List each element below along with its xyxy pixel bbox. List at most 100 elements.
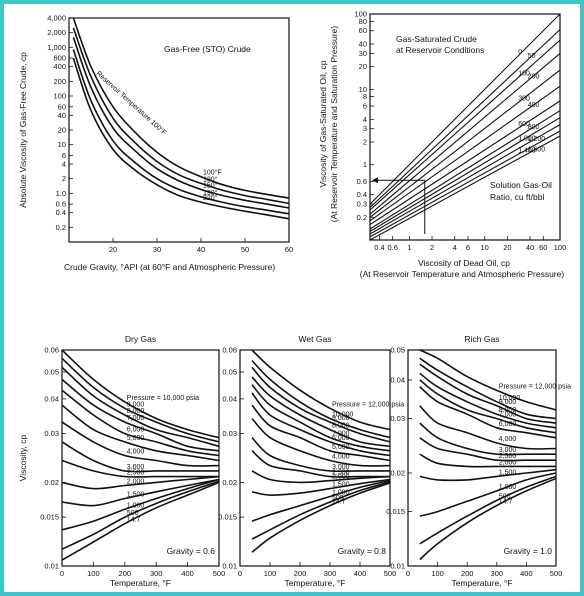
- livecrude-xtick-label: 4: [453, 243, 457, 252]
- wetgas-series-line: [251, 384, 391, 452]
- livecrude-xtick-label: 60: [539, 243, 547, 252]
- drygas-series-line: [61, 478, 220, 507]
- drygas-ytick-label: 0.015: [40, 513, 59, 522]
- wetgas-series-line: [251, 479, 391, 522]
- richgas-series-line: [419, 372, 557, 429]
- drygas-series-label: 2,000: [127, 478, 145, 485]
- wetgas-series-line: [251, 417, 391, 467]
- wetgas-series-line: [251, 404, 391, 462]
- drygas-annotation: Gravity = 0.6: [167, 546, 216, 556]
- drygas-series-line: [61, 404, 220, 462]
- wetgas-series-label: 5,000: [332, 444, 350, 451]
- richgas-series-line: [419, 437, 556, 462]
- richgas-series-label: 9,000: [499, 399, 517, 406]
- livecrude-xtick-label: 1: [407, 243, 411, 252]
- deadoil-series-line: [72, 57, 290, 220]
- livecrude-series-label: 600: [518, 121, 530, 128]
- drygas-series-label: 4,000: [127, 449, 145, 456]
- wetgas-series-label: 1,000: [332, 489, 350, 496]
- wetgas-series-label: 2,500: [332, 470, 350, 477]
- livecrude-title: Gas-Saturated Crude: [396, 34, 477, 44]
- livecrude-xlabel-line2: (At Reservoir Temperature and Atmospheri…: [360, 269, 565, 279]
- livecrude-ytick-label: 1: [363, 160, 367, 169]
- deadoil-title: Gas-Free (STO) Crude: [164, 44, 251, 54]
- richgas-series-label: 8,000: [499, 407, 517, 414]
- drygas-ytick-label: 0.06: [44, 346, 59, 355]
- drygas-series-label: Pressure = 10,000 psia: [127, 395, 199, 402]
- wetgas-annotation: Gravity = 0.8: [338, 546, 387, 556]
- livecrude-ytick-label: 0.6: [357, 177, 367, 186]
- livecrude-series-label: 1,400: [518, 147, 536, 154]
- livecrude-series-line: [369, 117, 561, 232]
- deadoil-xtick-label: 20: [109, 245, 117, 254]
- drygas-series-line: [61, 478, 220, 531]
- wetgas-series-label: 500: [332, 495, 344, 502]
- richgas-ytick-label: 0.03: [390, 414, 405, 423]
- richgas-series-label: 10,000: [499, 395, 521, 402]
- livecrude-ytick-label: 80: [359, 17, 367, 26]
- wetgas-series-label: 2,000: [332, 474, 350, 481]
- drygas-xtick-label: 500: [213, 569, 226, 578]
- livecrude-ytick-label: 20: [359, 62, 367, 71]
- deadoil-xtick-label: 40: [197, 245, 205, 254]
- drygas-xtick-label: 0: [60, 569, 64, 578]
- richgas-xtick-label: 0: [406, 569, 410, 578]
- richgas-series-line: [419, 472, 557, 517]
- richgas-series-line: [419, 357, 557, 420]
- richgas-series-line: [419, 477, 557, 561]
- wetgas-series-line: [251, 349, 391, 431]
- livecrude-ytick-label: 2: [363, 137, 367, 146]
- drygas-series-line: [61, 366, 220, 448]
- drygas-chart: 0 100 200 300 400 500 0.01 0.015 0.02 0.03 0.04 0.0…: [18, 334, 225, 588]
- livecrude-plot-frame: [369, 13, 561, 241]
- wetgas-series-label: 14.7: [332, 499, 346, 506]
- drygas-xtick-label: 400: [181, 569, 194, 578]
- deadoil-series-line: [72, 27, 290, 205]
- livecrude-series-line: [369, 85, 561, 222]
- deadoil-series-label: 130°: [203, 175, 218, 183]
- livecrude-xtick-label: 10: [481, 243, 489, 252]
- wetgas-ytick-label: 0.04: [222, 394, 237, 403]
- deadoil-series-line: [72, 17, 290, 199]
- livecrude-ytick-label: 8: [363, 92, 367, 101]
- drygas-series-line: [61, 349, 220, 439]
- livecrude-xtick-label: 20: [503, 243, 511, 252]
- livecrude-series-label: 0: [518, 49, 522, 56]
- richgas-xlabel: Temperature, °F: [451, 578, 512, 588]
- deadoil-series-line: [72, 37, 290, 209]
- livecrude-series-label: 400: [528, 102, 540, 109]
- wetgas-xtick-label: 400: [354, 569, 367, 578]
- livecrude-series-line: [369, 135, 561, 241]
- wetgas-ytick-label: 0.02: [222, 478, 237, 487]
- deadoil-ytick-label: 2: [62, 174, 66, 183]
- drygas-series-label: 2,500: [127, 470, 145, 477]
- deadoil-ytick-label: 200: [53, 77, 66, 86]
- drygas-series-line: [61, 480, 220, 550]
- wetgas-xtick-label: 300: [324, 569, 337, 578]
- richgas-series-label: 14.7: [499, 498, 513, 505]
- deadoil-series-line: [72, 49, 290, 215]
- drygas-series-label: 8,000: [127, 408, 145, 415]
- wetgas-series-line: [251, 481, 391, 540]
- richgas-xtick-label: 500: [550, 569, 563, 578]
- drygas-series-label: 7,000: [127, 415, 145, 422]
- wetgas-series-label: 7,000: [332, 431, 350, 438]
- drygas-series-label: 500: [127, 510, 139, 517]
- wetgas-series-label: 8,000: [332, 423, 350, 430]
- deadoil-series-label: 220°: [203, 194, 218, 202]
- wetgas-series-label: Pressure = 12,000 psia: [332, 401, 404, 408]
- drygas-xlabel: Temperature, °F: [110, 578, 171, 588]
- drygas-ytick-label: 0.04: [44, 394, 59, 403]
- drygas-ytick-label: 0.01: [44, 562, 59, 571]
- deadoil-xtick-label: 30: [153, 245, 161, 254]
- richgas-series-line: [419, 453, 556, 468]
- deadoil-chart: 20 30 40 50 600.20.40.61.0246102040601002004…: [18, 14, 293, 273]
- wetgas-series-line: [251, 470, 391, 484]
- richgas-title: Rich Gas: [465, 334, 500, 344]
- livecrude-series-label: 1,000: [518, 136, 536, 143]
- livecrude-ytick-label: 40: [359, 39, 367, 48]
- livecrude-annotation-line2: Ratio, cu ft/bbl: [490, 192, 544, 202]
- deadoil-xlabel: Crude Gravity, °API (at 60°F and Atmosph…: [64, 262, 275, 272]
- deadoil-ytick-label: 40: [58, 111, 66, 120]
- richgas-series-label: 2,500: [499, 453, 517, 460]
